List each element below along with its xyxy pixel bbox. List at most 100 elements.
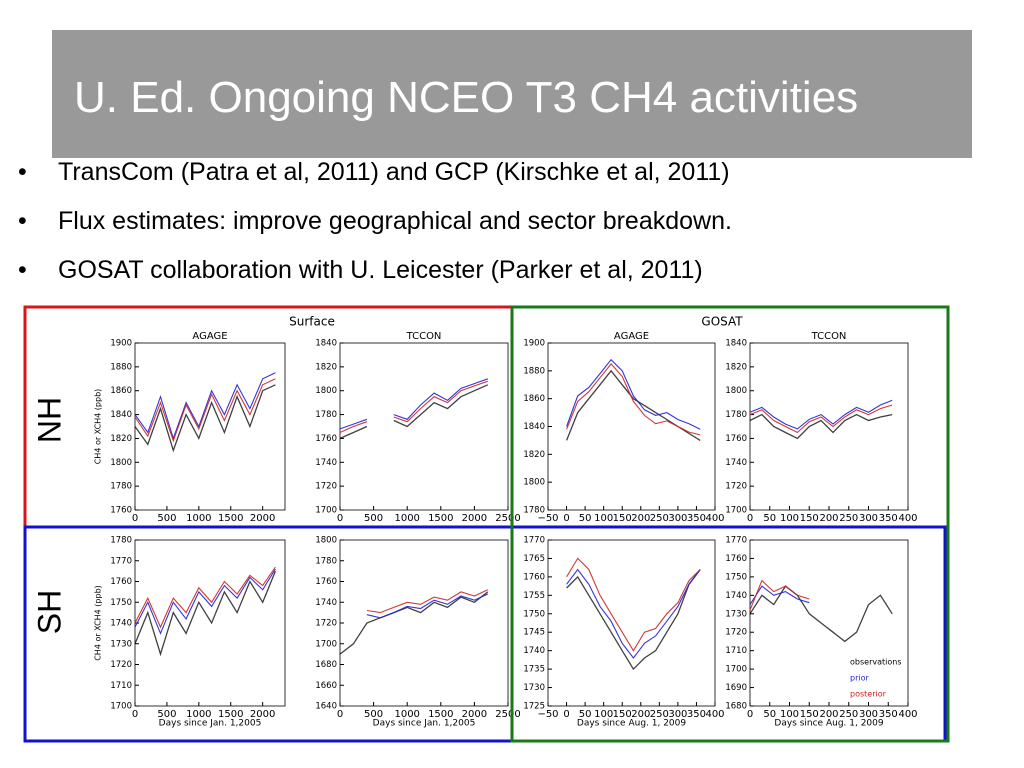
y-tick-label: 1740 bbox=[110, 619, 132, 629]
chart-title: TCCON bbox=[811, 331, 847, 342]
x-tick-label: 150 bbox=[613, 513, 632, 524]
y-tick-label: 1800 bbox=[315, 536, 337, 546]
slide-title: U. Ed. Ongoing NCEO T3 CH4 activities bbox=[74, 73, 859, 122]
x-tick-label: 0 bbox=[563, 513, 569, 524]
x-tick-label: 2500 bbox=[495, 513, 520, 524]
y-tick-label: 1780 bbox=[110, 482, 132, 492]
y-tick-label: 1720 bbox=[315, 482, 337, 492]
x-tick-label: 400 bbox=[898, 709, 917, 720]
legend-label: prior bbox=[850, 674, 869, 683]
y-tick-label: 1700 bbox=[315, 639, 337, 649]
plot-area bbox=[339, 342, 509, 511]
bullet: Flux estimates: improve geographical and… bbox=[18, 201, 732, 250]
x-tick-label: 2000 bbox=[250, 513, 275, 524]
series-line bbox=[339, 378, 488, 430]
x-tick-label: 0 bbox=[132, 513, 138, 524]
series-line bbox=[339, 591, 489, 655]
x-tick-label: 150 bbox=[613, 709, 632, 720]
x-tick-label: 350 bbox=[687, 709, 706, 720]
y-tick-label: 1820 bbox=[110, 434, 132, 444]
y-tick-label: 1765 bbox=[523, 554, 545, 564]
y-tick-label: 1880 bbox=[523, 366, 545, 376]
y-tick-label: 1730 bbox=[523, 683, 545, 693]
x-tick-label: 350 bbox=[687, 513, 706, 524]
y-tick-label: 1770 bbox=[523, 536, 545, 546]
x-tick-label: 500 bbox=[157, 513, 176, 524]
series-line bbox=[339, 384, 489, 439]
y-tick-label: 1740 bbox=[725, 591, 747, 601]
bullet: TransCom (Patra et al, 2011) and GCP (Ki… bbox=[18, 152, 732, 201]
y-tick-label: 1750 bbox=[523, 609, 545, 619]
x-tick-label: 300 bbox=[859, 513, 878, 524]
group-box bbox=[23, 525, 947, 743]
x-tick-label: 100 bbox=[594, 513, 613, 524]
y-tick-label: 1860 bbox=[110, 386, 132, 396]
x-tick-label: 500 bbox=[364, 709, 383, 720]
series-line bbox=[749, 413, 893, 440]
y-tick-label: 1735 bbox=[523, 665, 545, 675]
x-tick-label: 300 bbox=[668, 709, 687, 720]
y-tick-label: 1740 bbox=[315, 598, 337, 608]
legend-label: observations bbox=[850, 658, 901, 667]
y-tick-label: 1840 bbox=[523, 422, 545, 432]
y-tick-label: 1760 bbox=[315, 577, 337, 587]
chart-title: AGAGE bbox=[192, 331, 227, 342]
x-tick-label: 1000 bbox=[394, 513, 419, 524]
series-line bbox=[749, 585, 810, 605]
y-tick-label: 1710 bbox=[725, 646, 747, 656]
row-label: NH bbox=[31, 397, 67, 443]
y-tick-label: 1730 bbox=[725, 609, 747, 619]
series-line bbox=[749, 579, 810, 611]
x-tick-label: 100 bbox=[594, 709, 613, 720]
series-line bbox=[366, 589, 489, 614]
y-tick-label: 1900 bbox=[523, 339, 545, 349]
x-tick-label: 1500 bbox=[428, 513, 453, 524]
y-tick-label: 1840 bbox=[315, 339, 337, 349]
y-tick-label: 1690 bbox=[725, 683, 747, 693]
y-tick-label: 1640 bbox=[315, 702, 337, 712]
x-tick-label: 0 bbox=[563, 709, 569, 720]
series-line bbox=[134, 372, 276, 441]
plot-area bbox=[134, 539, 286, 707]
x-axis-label: Days since Jan. 1,2005 bbox=[159, 719, 262, 729]
y-tick-label: 1680 bbox=[725, 702, 747, 712]
x-axis-label: Days since Aug. 1, 2009 bbox=[577, 719, 686, 729]
x-tick-label: 0 bbox=[337, 709, 343, 720]
y-tick-label: 1840 bbox=[110, 410, 132, 420]
y-tick-label: 1780 bbox=[523, 506, 545, 516]
series-line bbox=[566, 569, 701, 671]
x-tick-label: 1000 bbox=[186, 513, 211, 524]
series-line bbox=[749, 399, 893, 430]
x-tick-label: 1000 bbox=[394, 709, 419, 720]
x-tick-label: 400 bbox=[705, 513, 724, 524]
y-tick-label: 1720 bbox=[110, 660, 132, 670]
x-tick-label: 50 bbox=[579, 513, 592, 524]
x-tick-label: 250 bbox=[650, 709, 669, 720]
y-tick-label: 1720 bbox=[725, 482, 747, 492]
series-line bbox=[134, 568, 276, 635]
title-bar: U. Ed. Ongoing NCEO T3 CH4 activities bbox=[52, 30, 972, 158]
x-tick-label: 0 bbox=[747, 709, 753, 720]
legend-label: posterior bbox=[850, 690, 887, 699]
y-tick-label: 1710 bbox=[110, 681, 132, 691]
x-tick-label: 350 bbox=[879, 709, 898, 720]
y-tick-label: 1740 bbox=[725, 458, 747, 468]
plot-area bbox=[339, 539, 509, 707]
x-axis-label: Days since Jan. 1,2005 bbox=[373, 719, 476, 729]
x-tick-label: 50 bbox=[579, 709, 592, 720]
series-line bbox=[134, 384, 276, 453]
y-tick-label: 1755 bbox=[523, 591, 545, 601]
y-tick-label: 1700 bbox=[315, 506, 337, 516]
y-tick-label: 1900 bbox=[110, 339, 132, 349]
x-tick-label: 250 bbox=[650, 513, 669, 524]
series-line bbox=[566, 557, 701, 652]
x-tick-label: 0 bbox=[337, 513, 343, 524]
y-tick-label: 1770 bbox=[725, 536, 747, 546]
bullet: GOSAT collaboration with U. Leicester (P… bbox=[18, 250, 732, 299]
y-axis-label: CH4 or XCH4 (ppb) bbox=[94, 585, 103, 661]
series-line bbox=[749, 585, 893, 643]
x-tick-label: −50 bbox=[537, 513, 558, 524]
y-tick-label: 1770 bbox=[110, 556, 132, 566]
x-tick-label: 2500 bbox=[495, 709, 520, 720]
